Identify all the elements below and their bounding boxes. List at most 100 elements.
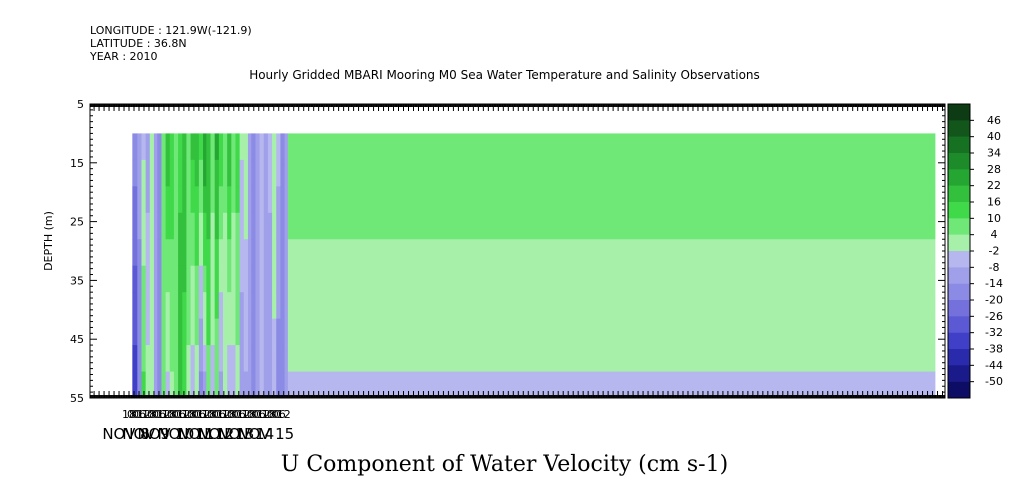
x-tick-label: 12 <box>277 408 291 421</box>
heatmap-cell <box>239 133 245 161</box>
heatmap-cell <box>210 186 216 214</box>
heatmap-cell <box>251 212 256 240</box>
x-tick-label: 12 <box>137 408 151 421</box>
colorbar-swatch <box>948 316 970 333</box>
heatmap-cell <box>149 133 155 161</box>
heatmap-cell <box>259 371 265 399</box>
heatmap-cell <box>198 265 204 293</box>
heatmap-cell <box>272 345 277 372</box>
heatmap-cell <box>178 186 183 214</box>
heatmap-cell <box>223 265 228 293</box>
heatmap-cell <box>276 186 281 214</box>
heatmap-cell <box>231 212 236 240</box>
heatmap-cell <box>272 133 277 161</box>
heatmap-cell <box>141 212 147 240</box>
heatmap-cell <box>198 345 204 372</box>
heatmap-cell <box>243 159 249 187</box>
x-tick-label: 00 <box>127 408 141 421</box>
heatmap-cell <box>173 186 179 214</box>
heatmap-cell <box>214 159 220 187</box>
heatmap-cell <box>247 292 252 320</box>
heatmap-cell <box>210 239 216 267</box>
heatmap-cell <box>267 159 273 187</box>
heatmap-cell <box>255 159 261 187</box>
heatmap-cell <box>227 159 232 187</box>
heatmap-cell <box>231 133 236 161</box>
heatmap-cell <box>206 318 211 346</box>
heatmap-cell <box>186 133 191 161</box>
heatmap-cell <box>186 371 191 399</box>
heatmap-cell <box>169 159 175 187</box>
heatmap-cell <box>284 186 289 214</box>
heatmap-cell <box>251 371 256 399</box>
heatmap-cell <box>137 239 142 267</box>
heatmap-cell <box>190 186 196 214</box>
heatmap-cell <box>137 318 142 346</box>
heatmap-cell <box>231 265 236 293</box>
heatmap-cell <box>239 292 245 320</box>
heatmap-cell <box>272 159 277 187</box>
heatmap-cell <box>132 133 138 161</box>
heatmap-cell <box>243 345 249 372</box>
heatmap-cell <box>251 239 256 267</box>
heatmap-cell <box>263 318 269 346</box>
heatmap-cell <box>190 265 196 293</box>
heatmap-cell <box>165 212 171 240</box>
heatmap-cell <box>161 345 167 372</box>
heatmap-cell <box>267 292 273 320</box>
heatmap-cell <box>231 159 236 187</box>
heatmap-cell <box>132 345 138 372</box>
heatmap-cell <box>182 292 187 320</box>
heatmap-cell <box>182 212 187 240</box>
heatmap-cell <box>263 186 269 214</box>
heatmap-cell <box>173 371 179 399</box>
heatmap-cell <box>259 345 265 372</box>
heatmap-cell <box>157 292 162 320</box>
heatmap-cell <box>263 133 269 161</box>
heatmap-cell <box>169 292 175 320</box>
heatmap-cell <box>169 265 175 293</box>
heatmap-cell <box>276 318 281 346</box>
heatmap-cell <box>272 186 277 214</box>
heatmap-cell <box>284 345 289 372</box>
colorbar-swatch <box>948 136 970 154</box>
longitude-label: LONGITUDE : 121.9W(-121.9) <box>90 24 252 37</box>
heatmap-cell <box>132 371 138 399</box>
heatmap-cell <box>287 133 936 161</box>
heatmap-cell <box>145 186 151 214</box>
heatmap-cell <box>186 186 191 214</box>
heatmap-cell <box>239 212 245 240</box>
x-day-label: NOV 8 <box>102 425 149 443</box>
heatmap-cell <box>190 133 196 161</box>
heatmap-cell <box>231 371 236 399</box>
x-tick-label: 18 <box>122 408 136 421</box>
heatmap-cell <box>247 212 252 240</box>
heatmap-cell <box>178 371 183 399</box>
heatmap-cell <box>251 159 256 187</box>
heatmap-cell <box>276 159 281 187</box>
heatmap-cell <box>198 159 204 187</box>
heatmap-cell <box>210 345 216 372</box>
heatmap-cell <box>239 265 245 293</box>
heatmap-cell <box>284 239 289 267</box>
heatmap-cell <box>214 318 220 346</box>
heatmap-cell <box>259 186 265 214</box>
heatmap-cell <box>227 265 232 293</box>
heatmap-cell <box>255 292 261 320</box>
heatmap-cell <box>243 133 249 161</box>
heatmap-cell <box>235 239 241 267</box>
heatmap-cell <box>149 292 155 320</box>
y-axis-label: DEPTH (m) <box>42 211 55 271</box>
heatmap-cell <box>190 292 196 320</box>
heatmap-cell <box>182 186 187 214</box>
heatmap-cell <box>157 186 162 214</box>
heatmap-cell <box>157 239 162 267</box>
heatmap-cell <box>173 265 179 293</box>
heatmap-cell <box>280 186 285 214</box>
heatmap-cell <box>247 239 252 267</box>
heatmap-cell <box>267 318 273 346</box>
heatmap-cell <box>210 159 216 187</box>
heatmap-cell <box>235 212 241 240</box>
heatmap-cell <box>203 292 207 320</box>
heatmap-cell <box>263 239 269 267</box>
